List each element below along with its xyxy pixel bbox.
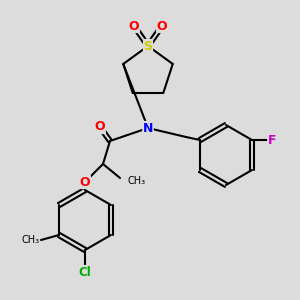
Text: O: O [95,121,105,134]
Text: S: S [143,40,152,52]
Text: N: N [143,122,153,134]
Text: O: O [80,176,90,188]
Text: O: O [129,20,139,32]
Text: O: O [157,20,167,32]
Text: CH₃: CH₃ [22,235,40,245]
Text: CH₃: CH₃ [128,176,146,186]
Text: F: F [268,134,276,146]
Text: Cl: Cl [79,266,92,278]
